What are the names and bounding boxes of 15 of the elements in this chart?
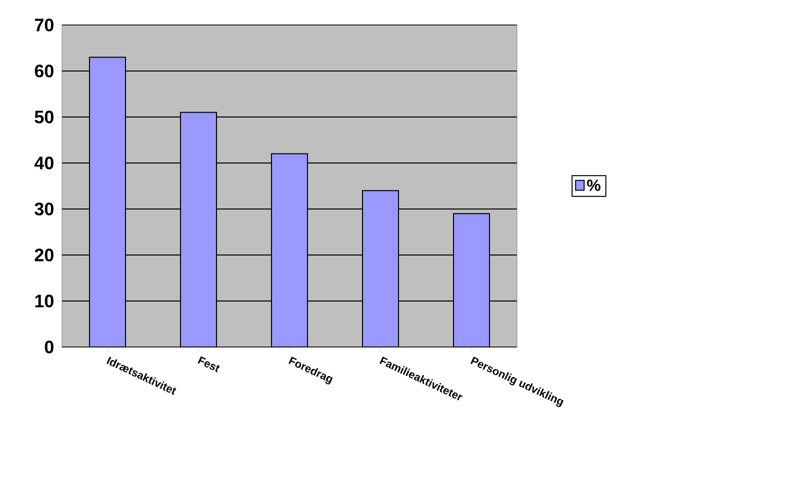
y-tick-label: 10: [35, 294, 54, 308]
y-tick-label: 70: [34, 18, 54, 32]
y-tick-label: 60: [34, 64, 54, 78]
y-tick-label: 0: [44, 340, 54, 354]
bar: [180, 112, 217, 347]
legend-label: %: [587, 180, 600, 191]
bar: [453, 213, 490, 347]
y-tick-label: 30: [34, 202, 54, 216]
y-tick-label: 40: [34, 156, 54, 170]
bar: [271, 153, 308, 347]
bar: [362, 190, 399, 347]
bar: [89, 56, 126, 347]
y-tick-label: 50: [34, 110, 54, 124]
x-tick-label: Fest: [198, 356, 220, 372]
y-tick-label: 20: [34, 248, 54, 262]
